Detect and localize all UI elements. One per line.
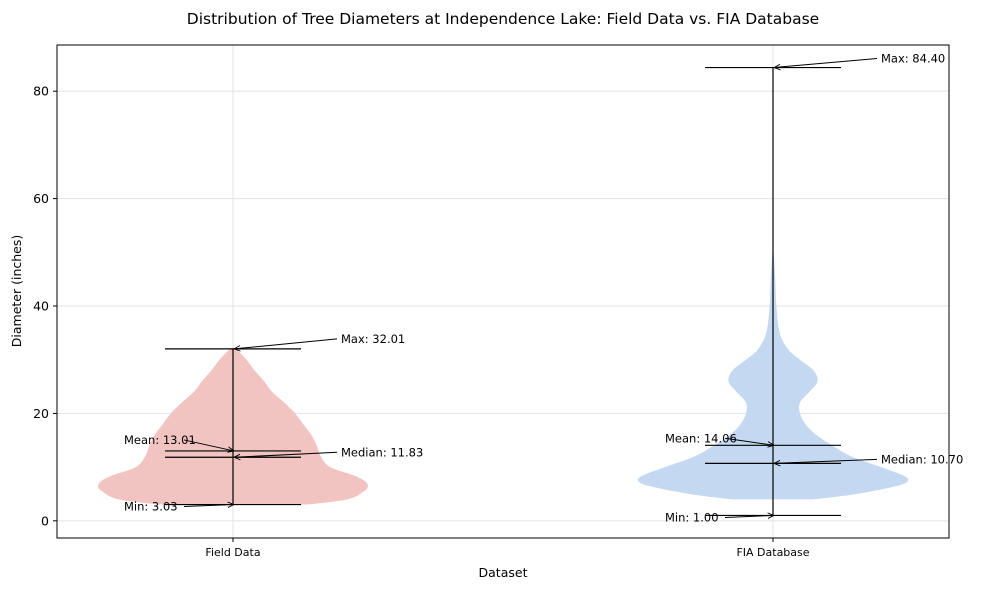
max-arrow bbox=[234, 338, 338, 349]
x-tick-label: Field Data bbox=[205, 546, 260, 559]
max-annotation: Max: 84.40 bbox=[881, 52, 945, 66]
median-arrow bbox=[774, 458, 878, 463]
mean-annotation: Mean: 14.06 bbox=[665, 431, 737, 445]
min-annotation: Min: 3.03 bbox=[124, 500, 178, 514]
plot-frame bbox=[56, 44, 950, 539]
y-axis-label: Diameter (inches) bbox=[9, 235, 24, 347]
y-tick-label: 60 bbox=[33, 191, 49, 206]
max-annotation: Max: 32.01 bbox=[341, 332, 405, 346]
y-tick-label: 40 bbox=[33, 299, 49, 314]
x-axis-label: Dataset bbox=[479, 565, 528, 580]
mean-annotation: Mean: 13.01 bbox=[124, 433, 196, 447]
violins bbox=[98, 248, 909, 505]
y-tick-label: 80 bbox=[33, 84, 49, 99]
min-arrow bbox=[183, 505, 234, 507]
x-axis: Field Data FIA Database bbox=[205, 538, 810, 559]
median-annotation: Median: 10.70 bbox=[881, 452, 963, 466]
y-axis: 0 20 40 60 80 bbox=[33, 84, 57, 528]
chart-title: Distribution of Tree Diameters at Indepe… bbox=[187, 10, 819, 28]
max-arrow bbox=[774, 58, 878, 68]
x-tick-label: FIA Database bbox=[736, 546, 809, 559]
y-tick-label: 0 bbox=[41, 513, 49, 528]
min-annotation: Min: 1.00 bbox=[665, 510, 719, 524]
mean-arrow bbox=[183, 439, 234, 451]
median-annotation: Median: 11.83 bbox=[341, 445, 423, 459]
y-tick-label: 20 bbox=[33, 406, 49, 421]
stat-lines bbox=[165, 66, 841, 517]
min-arrow bbox=[724, 515, 774, 517]
mean-arrow bbox=[724, 437, 774, 445]
annotations: Max: 32.01 Mean: 13.01 Median: 11.83 Min: 3… bbox=[124, 52, 963, 525]
median-arrow bbox=[234, 451, 338, 457]
